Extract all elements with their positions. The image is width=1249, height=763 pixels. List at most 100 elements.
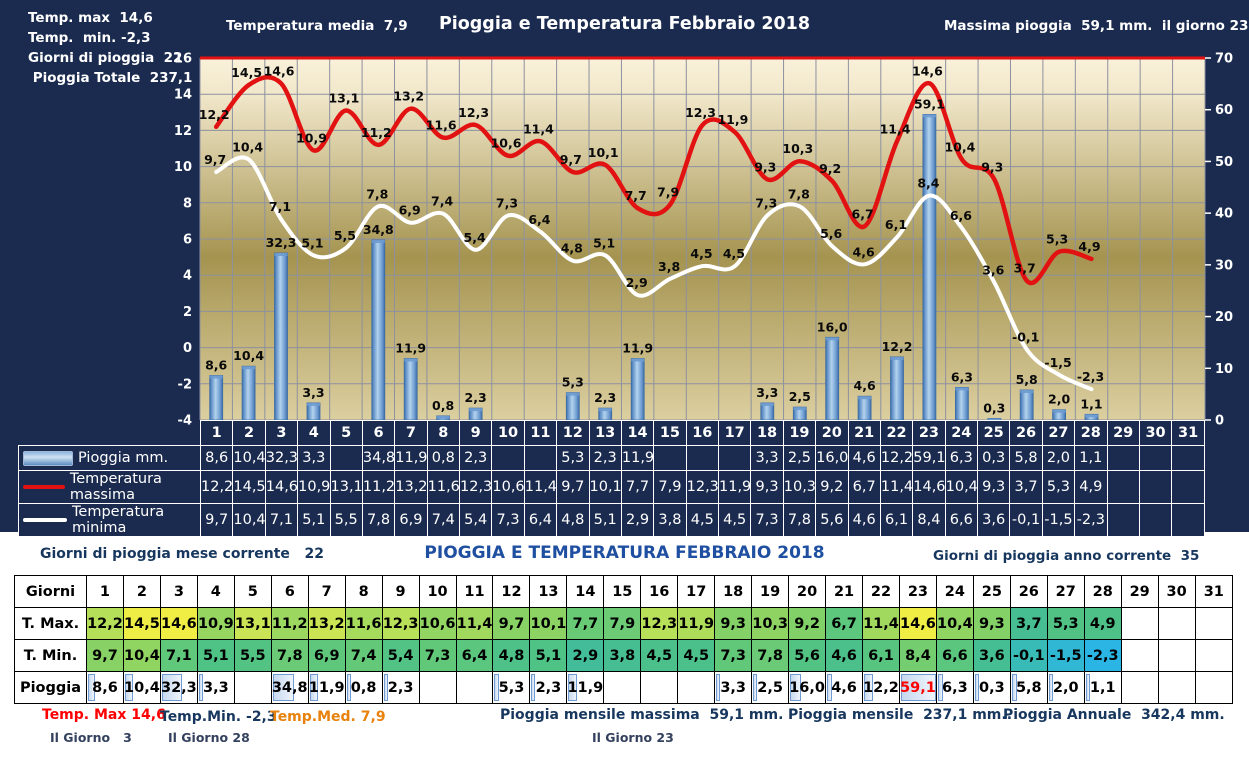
- svg-text:10: 10: [174, 160, 192, 175]
- tmin-cell: 5,5: [329, 503, 363, 537]
- svg-text:7,3: 7,3: [755, 196, 777, 211]
- svg-text:8,4: 8,4: [917, 176, 939, 191]
- tmax-cell: 12,3: [640, 607, 679, 640]
- rain-cell: 2,3: [588, 445, 622, 471]
- rain-cell: [1171, 445, 1205, 471]
- tmax-cell: 7,9: [653, 470, 687, 504]
- rain-databar: [494, 674, 500, 701]
- rain-databar: [161, 674, 182, 701]
- svg-text:6,7: 6,7: [852, 206, 874, 221]
- tmin-cell: 8,4: [898, 639, 937, 672]
- tmax-cell: 10,4: [935, 607, 974, 640]
- axis-spacer: [19, 421, 201, 446]
- svg-text:70: 70: [1215, 52, 1233, 67]
- svg-text:6,6: 6,6: [950, 208, 972, 223]
- svg-text:5,4: 5,4: [464, 230, 486, 245]
- rain-cell: [1157, 671, 1196, 704]
- rain-cell: 34,8: [361, 445, 396, 471]
- tmin-cell: 9,7: [86, 639, 124, 672]
- stat-line: Giorni di pioggia 22: [28, 50, 183, 66]
- tmax-cell: 12,3: [685, 470, 720, 504]
- tmin-cell: 4,5: [717, 503, 752, 537]
- svg-text:4,6: 4,6: [853, 244, 875, 259]
- svg-text:14,5: 14,5: [231, 65, 262, 80]
- rain-databar: [1011, 674, 1018, 701]
- rain-cell: 1,1: [1083, 671, 1122, 704]
- svg-text:10,6: 10,6: [491, 136, 522, 151]
- footer-stat: Pioggia mensile 237,1 mm..: [788, 707, 1013, 723]
- day-header-cell: 5: [329, 420, 363, 446]
- svg-text:11,2: 11,2: [361, 125, 392, 140]
- footer-stat-day: Il Giorno 23: [592, 730, 674, 745]
- day-header-cell: 23: [898, 575, 937, 608]
- day-header-cell: 14: [620, 420, 655, 446]
- tmax-cell: 12,3: [381, 607, 420, 640]
- tmax-cell: 13,2: [307, 607, 346, 640]
- summary-stats-block: Temp. max 14,6 Temp. min. -2,3 Giorni di p…: [28, 8, 192, 88]
- rain-cell: 6,3: [944, 445, 979, 471]
- svg-text:8: 8: [183, 196, 192, 211]
- tmax-cell: 10,9: [196, 607, 235, 640]
- svg-text:10: 10: [1215, 362, 1233, 377]
- tmin-cell: 4,6: [825, 639, 864, 672]
- day-header-cell: 10: [418, 575, 457, 608]
- tmax-cell: 6,7: [847, 470, 881, 504]
- day-header-cell: 15: [603, 575, 642, 608]
- tmin-cell: 7,3: [714, 639, 753, 672]
- day-header-cell: 11: [455, 575, 494, 608]
- rain-temperature-chart: -4 -2 0 2 4 6 8 10 12 14 16 0 10 20 30 40 50 60 70: [174, 52, 1233, 429]
- svg-text:9,7: 9,7: [204, 152, 226, 167]
- svg-text:5,5: 5,5: [334, 228, 356, 243]
- rain-cell: 11,9: [620, 445, 655, 471]
- svg-text:2,3: 2,3: [465, 390, 487, 405]
- rain-databar: [1085, 674, 1090, 701]
- rain-cell: 0,8: [344, 671, 383, 704]
- rain-cell: [653, 445, 687, 471]
- svg-text:20: 20: [1215, 310, 1233, 325]
- svg-text:5,3: 5,3: [1046, 232, 1068, 247]
- tmax-cell: [1106, 470, 1140, 504]
- tmin-cell: 7,8: [361, 503, 396, 537]
- footer-stat: Pioggia mensile massima 59,1 mm.: [500, 707, 784, 723]
- svg-text:3,8: 3,8: [658, 259, 680, 274]
- svg-text:-4: -4: [178, 414, 192, 429]
- rain-cell: 2,0: [1041, 445, 1076, 471]
- tmin-cell: 3,8: [603, 639, 642, 672]
- svg-text:11,9: 11,9: [395, 341, 426, 356]
- svg-text:-1,5: -1,5: [1044, 355, 1071, 370]
- svg-text:5,1: 5,1: [301, 235, 323, 250]
- svg-text:59,1: 59,1: [914, 96, 945, 111]
- day-header-cell: 24: [944, 420, 979, 446]
- day-header-cell: 29: [1120, 575, 1159, 608]
- svg-text:11,4: 11,4: [523, 121, 554, 136]
- day-header-cell: 2: [232, 420, 266, 446]
- rain-cell: 16,0: [815, 445, 849, 471]
- day-header-cell: 25: [976, 420, 1011, 446]
- legend-label: Temperatura minima: [72, 504, 165, 536]
- tmin-line-icon: [23, 518, 68, 522]
- svg-text:0,3: 0,3: [983, 400, 1005, 415]
- svg-text:7,4: 7,4: [431, 194, 453, 209]
- day-header-cell: 27: [1041, 420, 1076, 446]
- tmax-row: Temperatura massima 12,2 14,5 14,6 10,9 13,1 1…: [18, 470, 1205, 504]
- tmax-cell: 9,3: [972, 607, 1011, 640]
- svg-text:10,4: 10,4: [233, 348, 264, 363]
- rain-cell: 3,3: [714, 671, 753, 704]
- tmin-cell: -1,5: [1041, 503, 1076, 537]
- tmin-cell: 7,8: [270, 639, 309, 672]
- tmax-cell: [1157, 607, 1196, 640]
- rain-cell: [1138, 445, 1173, 471]
- svg-text:5,3: 5,3: [562, 375, 584, 390]
- day-header-cell: 13: [529, 575, 568, 608]
- rain-days-month-label: Giorni di pioggia mese corrente 22: [40, 546, 325, 562]
- rain-cell: [523, 445, 558, 471]
- rain-cell: 59,1: [912, 445, 946, 471]
- stat-line: Pioggia Totale 237,1: [28, 70, 193, 86]
- svg-text:10,9: 10,9: [296, 130, 327, 145]
- svg-text:30: 30: [1215, 258, 1233, 273]
- day-header-cell: 4: [297, 420, 331, 446]
- svg-text:32,3: 32,3: [266, 235, 297, 250]
- rain-cell: 59,1: [898, 671, 937, 704]
- tmax-cell: 12,2: [199, 470, 234, 504]
- rain-databar: [198, 674, 203, 701]
